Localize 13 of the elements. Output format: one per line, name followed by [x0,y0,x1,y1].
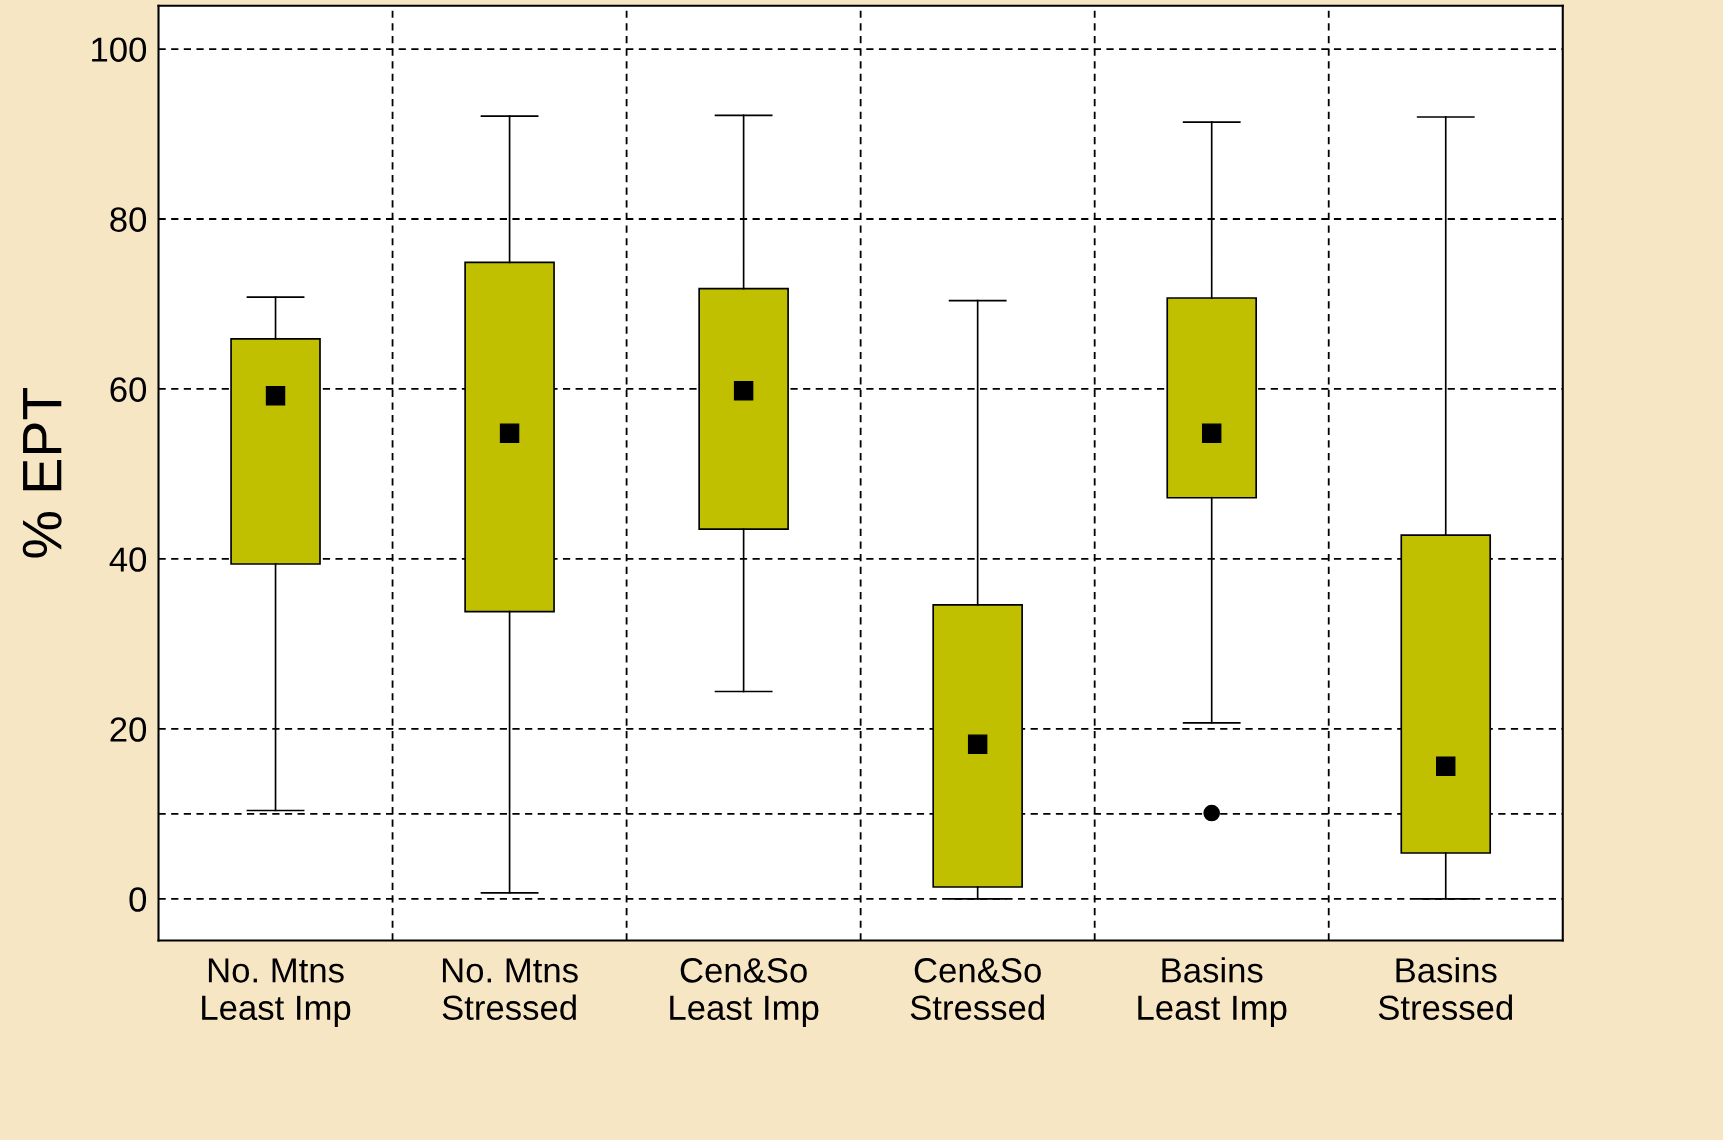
y-tick-label: 20 [110,717,147,742]
y-tick-label: 60 [110,377,147,402]
y-tick-label: 40 [109,547,147,572]
x-tick-label: No. Mtns Stressed [442,958,578,1021]
x-tick-label: Basins Least Imp [1138,957,1287,1027]
y-tick-label: 80 [110,207,147,232]
x-tick-label: Basins Stressed [1378,957,1513,1021]
y-tick-label: 0 [129,887,147,912]
x-tick-label: Cen&So Least Imp [670,958,819,1027]
x-tick-label: No. Mtns Least Imp [202,958,351,1027]
x-tick-label: Cen&So Stressed [910,958,1044,1021]
y-tick-label: 100 [92,37,147,62]
y-axis-title: % EPT [22,387,62,558]
